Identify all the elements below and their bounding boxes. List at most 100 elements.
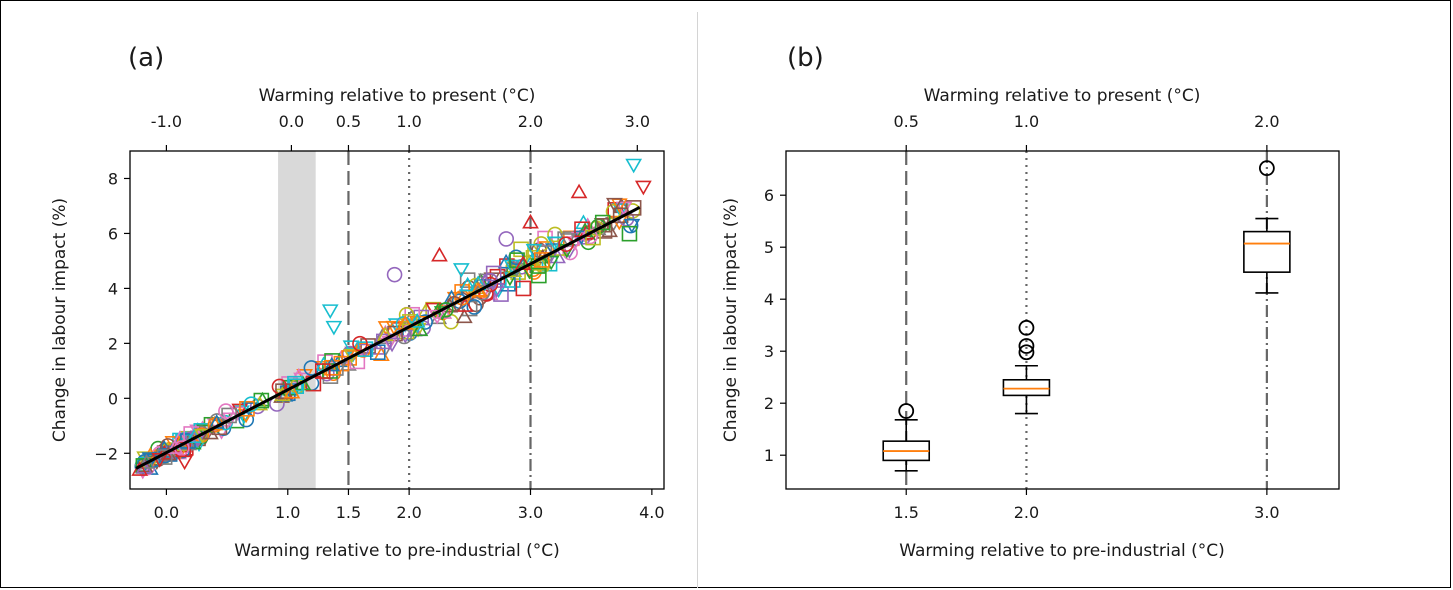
y-tick-label: 3: [764, 342, 774, 361]
x-tick-label: 2.0: [1014, 503, 1039, 522]
scatter-point: [562, 244, 578, 261]
flier-point: [1018, 319, 1035, 336]
scatter-point: [377, 321, 395, 336]
x2-tick-label: -1.0: [151, 112, 182, 131]
y-tick-label: 2: [108, 334, 118, 353]
x2-tick-label: 0.0: [279, 112, 304, 131]
scatter-point: [176, 455, 193, 471]
scatter-point: [325, 320, 343, 336]
scatter-point: [324, 359, 340, 376]
scatter-point: [525, 243, 543, 259]
x-tick-label: 1.5: [336, 503, 361, 522]
y-tick-label: 4: [108, 279, 118, 298]
boxplot-3: [1243, 160, 1291, 294]
y-tick-label: 8: [108, 169, 118, 188]
panel-a-letter: (a): [128, 43, 164, 73]
panel-b-plot-area: 1.5 0.5 2.0 1.0 3.0 2.0 1 2 3 4 5 6: [764, 112, 1340, 522]
scatter-point: [466, 299, 483, 315]
scatter-point: [606, 197, 623, 213]
boxplot-2: [1002, 319, 1051, 415]
y-tick-label: 0: [108, 389, 118, 408]
boxplot-1.5: [882, 403, 931, 472]
scatter-point: [542, 255, 560, 271]
panel-b-top-axis-label: Warming relative to present (°C): [924, 86, 1201, 106]
scatter-point: [573, 230, 590, 246]
scatter-point: [612, 203, 629, 218]
scatter-point: [531, 267, 547, 284]
scatter-point: [469, 275, 487, 290]
scatter-point: [290, 367, 308, 383]
x-tick-label: 1.5: [893, 503, 918, 522]
scatter-point: [321, 304, 339, 319]
panel-a-plot-area: 0.0 1.0 1.5 2.0 3.0 4.0 -1.0 0.0 0.5 1.0 2.0 3.0 −2 0…: [94, 112, 665, 522]
scatter-point: [376, 333, 392, 350]
scatter-point: [634, 180, 652, 196]
scatter-point: [206, 415, 224, 431]
scatter-point: [623, 218, 641, 234]
flier-point: [1018, 344, 1035, 361]
scatter-point: [386, 266, 403, 283]
y-tick-label: 1: [764, 446, 774, 465]
scatter-point: [218, 403, 234, 419]
panel-b-axes-frame: [785, 150, 1340, 490]
interquartile-box: [1002, 378, 1051, 397]
scatter-point: [428, 309, 446, 325]
x-tick-label: 3.0: [518, 503, 543, 522]
scatter-point: [151, 453, 169, 468]
scatter-point: [383, 337, 401, 353]
scatter-point: [534, 252, 550, 268]
flier-point: [898, 403, 915, 419]
scatter-point: [452, 263, 470, 278]
scatter-point: [283, 383, 301, 399]
scatter-point: [522, 213, 539, 229]
scatter-point: [498, 231, 515, 247]
scatter-point: [131, 461, 149, 476]
panel-a-axes-frame: [129, 150, 665, 490]
scatter-point: [558, 236, 574, 253]
panel-b-letter: (b): [787, 43, 824, 73]
panel-b: (b) Warming relative to present (°C) War…: [721, 43, 1340, 561]
x-tick-label: 2.0: [396, 503, 421, 522]
panel-a-top-axis-label: Warming relative to present (°C): [259, 86, 536, 106]
scatter-point: [621, 225, 638, 242]
x2-tick-label: 3.0: [625, 112, 650, 131]
x-tick-label: 4.0: [639, 503, 664, 522]
x2-tick-label: 2.0: [518, 112, 543, 131]
scatter-point: [369, 344, 386, 361]
scatter-point: [411, 321, 429, 337]
scatter-point: [513, 241, 529, 258]
flier-point: [1258, 160, 1275, 177]
y-tick-label: −2: [94, 444, 118, 463]
panel-b-y-axis-label: Change in labour impact (%): [721, 198, 741, 442]
y-tick-label: 4: [764, 290, 774, 309]
x2-tick-label: 1.0: [1014, 112, 1039, 131]
scatter-point: [625, 158, 643, 174]
x2-tick-label: 0.5: [336, 112, 361, 131]
scatter-point: [314, 363, 331, 379]
panel-a-y-axis-label: Change in labour impact (%): [50, 198, 70, 442]
scatter-point: [485, 265, 502, 282]
scatter-point: [275, 383, 291, 399]
panel-a: (a) Warming relative to present (°C) War…: [50, 43, 665, 561]
y-tick-label: 5: [764, 238, 774, 257]
flier-point: [1018, 338, 1035, 354]
shaded-present-band: [278, 151, 316, 489]
scatter-point: [515, 280, 532, 297]
regression-line: [135, 206, 641, 470]
x2-tick-label: 1.0: [396, 112, 421, 131]
scatter-point: [431, 246, 448, 262]
scatter-point: [459, 272, 476, 288]
x2-tick-label: 2.0: [1254, 112, 1279, 131]
scatter-point: [570, 183, 588, 199]
x2-tick-label: 0.5: [893, 112, 918, 131]
scatter-point: [455, 308, 473, 324]
y-tick-label: 6: [108, 224, 118, 243]
panel-divider: [697, 12, 698, 588]
y-tick-label: 6: [764, 186, 774, 205]
scatter-point: [459, 276, 477, 292]
panel-b-bottom-axis-label: Warming relative to pre-industrial (°C): [899, 541, 1225, 561]
x-tick-label: 0.0: [154, 503, 179, 522]
y-tick-label: 2: [764, 394, 774, 413]
